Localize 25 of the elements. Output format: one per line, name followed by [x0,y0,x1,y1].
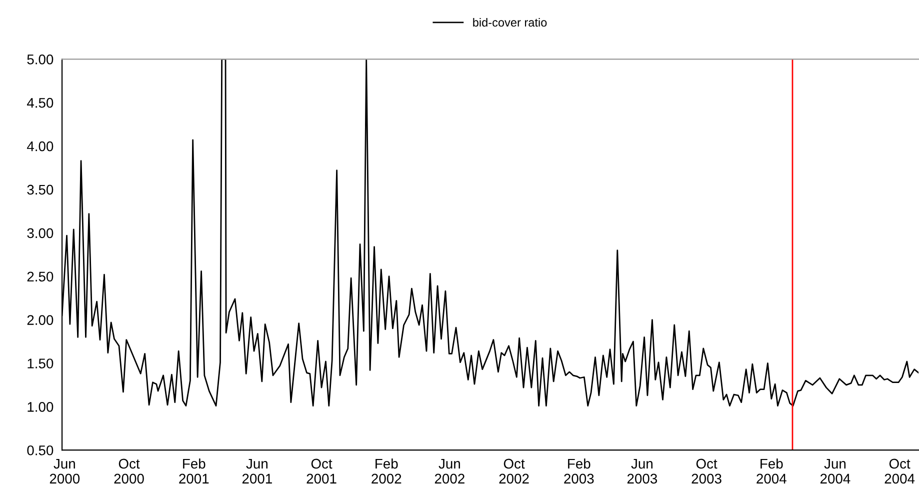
y-tick-label: 5.00 [27,54,54,64]
y-tick-label: 1.00 [28,402,54,412]
x-tick-label: Oct 2003 [692,458,722,484]
x-tick-label: Oct 2001 [306,458,336,484]
x-tick-label: Feb 2002 [372,458,402,484]
x-tick-label: Oct 2002 [499,458,529,484]
x-tick-label: Jun 2003 [627,458,658,484]
y-tick-label: 4.50 [26,98,54,108]
x-tick-label: Oct 2004 [884,458,915,484]
legend-label: bid-cover ratio [473,18,547,27]
y-tick-label: 2.00 [27,315,54,325]
x-tick-label: Oct 2000 [114,458,144,484]
x-tick-label: Jun 2002 [434,458,464,484]
y-tick-label: 3.50 [27,184,54,195]
y-tick-label: 3.00 [27,228,54,238]
y-tick-label: 2.50 [27,272,54,282]
x-tick-label: Feb 2003 [564,458,594,484]
y-tick-label: 1.50 [28,358,54,368]
y-tick-label: 4.00 [26,141,54,152]
x-tick-label: Jun 2000 [50,458,80,484]
x-tick-label: Feb 2004 [756,458,786,484]
x-tick-label: Feb 2001 [179,458,209,484]
y-tick-label: 0.50 [27,445,54,456]
x-tick-label: Jun 2001 [242,458,272,484]
x-tick-label: Jun 2004 [820,458,850,484]
